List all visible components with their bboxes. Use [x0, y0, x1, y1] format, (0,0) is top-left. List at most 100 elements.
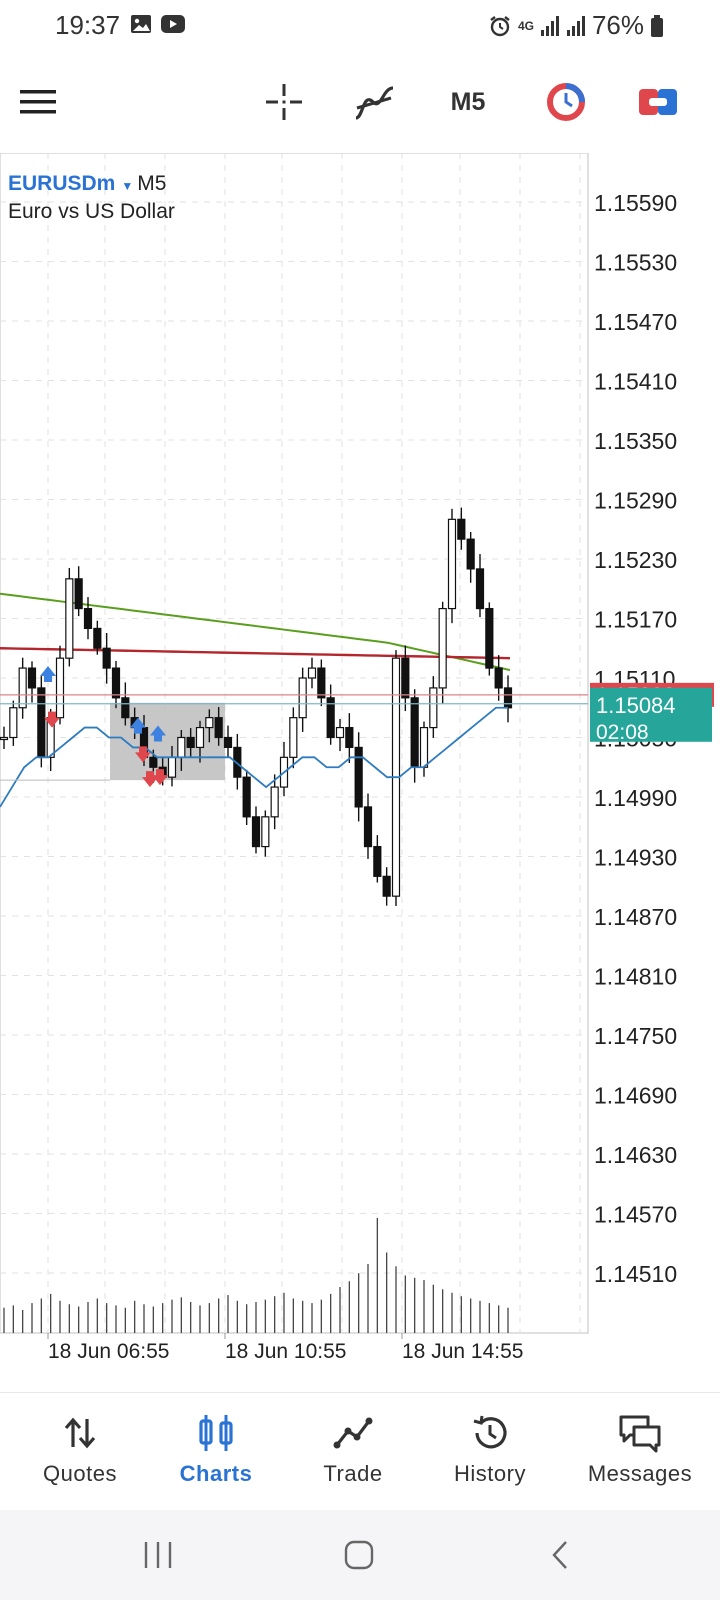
- network-type: 4G: [517, 18, 534, 33]
- nav-label: History: [454, 1461, 526, 1486]
- hamburger-icon: [20, 90, 56, 114]
- trade-icon: [333, 1411, 373, 1455]
- ma-green-line: [0, 592, 511, 672]
- history-icon: [470, 1411, 510, 1455]
- candle-body: [270, 786, 279, 818]
- timer-icon: [547, 83, 585, 121]
- recent-apps-icon: [144, 1542, 172, 1568]
- sell-arrow-icon: [44, 711, 60, 728]
- candle-body: [93, 627, 102, 649]
- price-tick-label: 1.15590: [594, 190, 677, 216]
- candle-body: [317, 667, 326, 699]
- price-tick-label: 1.15350: [594, 428, 677, 454]
- sell-arrow-icon: [152, 769, 168, 786]
- candle-body: [121, 697, 130, 719]
- candle-body: [485, 607, 494, 669]
- candle-body: [233, 746, 242, 778]
- nav-quotes[interactable]: Quotes: [8, 1393, 152, 1511]
- candle-body: [382, 875, 391, 897]
- bid-price-label-bg: [590, 687, 712, 742]
- bar-timer-label: 02:08: [596, 721, 649, 744]
- candle-body: [242, 776, 251, 818]
- signal-icon-2: [566, 15, 585, 36]
- candle-body: [438, 607, 447, 689]
- one-click-trading-button[interactable]: [540, 62, 592, 142]
- status-notification-icons: [130, 13, 186, 35]
- back-button[interactable]: [540, 1532, 580, 1578]
- candle-body: [261, 816, 270, 848]
- price-tick-label: 1.14810: [594, 964, 677, 990]
- candle-body: [466, 538, 475, 570]
- candle-body: [223, 736, 233, 749]
- timeframe-button[interactable]: M5: [440, 62, 496, 142]
- buy-arrow-icon: [130, 717, 146, 734]
- sell-arrow-icon: [135, 746, 151, 763]
- nav-label: Messages: [587, 1461, 693, 1486]
- symbol-header[interactable]: EURUSDm ▼ M5: [8, 172, 166, 196]
- candle-body: [354, 746, 363, 808]
- symbol-description: Euro vs US Dollar: [8, 200, 175, 223]
- price-tick-label: 1.15170: [594, 607, 677, 633]
- battery-percent: 76%: [591, 10, 644, 40]
- home-icon: [344, 1540, 374, 1570]
- price-tick-label: 1.14690: [594, 1083, 677, 1109]
- candle-body: [475, 568, 485, 610]
- symbol-timeframe: M5: [137, 172, 167, 195]
- price-tick-label: 1.15470: [594, 309, 677, 335]
- candle-body: [177, 736, 186, 758]
- candle-body: [55, 657, 65, 719]
- candle-body: [373, 845, 382, 877]
- candle-body: [205, 717, 214, 729]
- status-time: 19:37: [55, 10, 121, 40]
- indicator-icon: [355, 86, 394, 120]
- nav-history[interactable]: History: [418, 1393, 562, 1511]
- home-button[interactable]: [336, 1532, 382, 1578]
- crosshair-button[interactable]: [256, 62, 312, 142]
- plot-border: [0, 153, 589, 1334]
- price-tick-label: 1.15410: [594, 369, 677, 395]
- candle-body: [503, 687, 513, 709]
- candle-body: [167, 756, 177, 778]
- candle-body: [457, 518, 466, 540]
- price-tick-label: 1.14930: [594, 845, 677, 871]
- candle-body: [410, 697, 419, 768]
- nav-trade[interactable]: Trade: [281, 1393, 425, 1511]
- candle-body: [27, 667, 37, 689]
- price-chart[interactable]: 1.15590 1.15530 1.15470 1.15410 1.15350 1.152…: [0, 153, 720, 1393]
- status-system-icons: 4G 76%: [488, 10, 664, 41]
- charts-icon: [196, 1411, 236, 1455]
- candle-body: [289, 717, 298, 758]
- chart-toolbar: M5: [0, 62, 720, 142]
- price-tick-label: 1.14990: [594, 785, 677, 811]
- candle-body: [419, 726, 429, 768]
- candle-body: [74, 578, 83, 610]
- price-tick-label: 1.15290: [594, 488, 677, 514]
- indicators-button[interactable]: [348, 62, 400, 142]
- gallery-icon: [131, 15, 151, 33]
- nav-messages[interactable]: Messages: [568, 1393, 712, 1511]
- buy-arrow-icon: [40, 666, 56, 683]
- status-bar: 19:37 4G 76%: [0, 0, 720, 52]
- candle-body: [214, 717, 223, 739]
- candle-body: [251, 816, 261, 848]
- candle-body: [111, 667, 121, 699]
- time-label: 18 Jun 14:55: [402, 1340, 523, 1363]
- candle-body: [9, 707, 18, 739]
- time-label: 18 Jun 06:55: [48, 1340, 169, 1363]
- candle-body: [363, 806, 373, 848]
- price-tick-label: 1.14750: [594, 1023, 677, 1049]
- candle-body: [186, 736, 195, 749]
- menu-button[interactable]: [14, 62, 62, 142]
- buy-sell-icon: [639, 89, 677, 115]
- nav-label: Quotes: [43, 1461, 117, 1486]
- bottom-navigation: Quotes Charts Trade History Messages: [0, 1392, 720, 1510]
- nav-label: Trade: [323, 1461, 383, 1486]
- price-tick-label: 1.14570: [594, 1202, 677, 1228]
- recent-apps-button[interactable]: [138, 1532, 178, 1578]
- nav-charts[interactable]: Charts: [144, 1393, 288, 1511]
- candle-body: [307, 667, 317, 679]
- dropdown-arrow-icon: ▼: [121, 179, 134, 193]
- price-tick-label: 1.14870: [594, 904, 677, 930]
- battery-icon: [651, 14, 663, 37]
- trade-panel-button[interactable]: [636, 62, 680, 142]
